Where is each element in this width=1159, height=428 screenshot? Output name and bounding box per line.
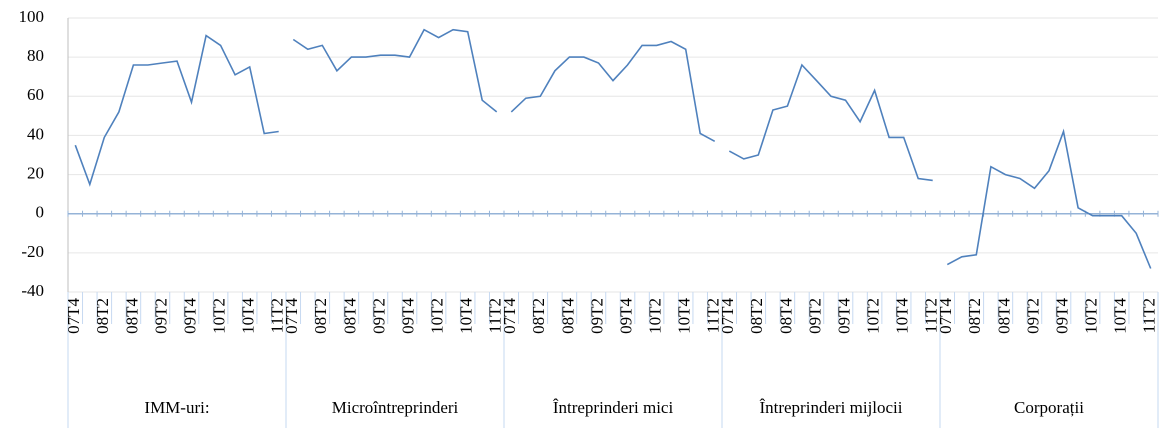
data-line <box>292 28 498 113</box>
x-tick-label: 09T2 <box>805 298 824 334</box>
group-label: Corporații <box>1014 398 1084 417</box>
y-tick-label: 20 <box>27 163 44 182</box>
data-line <box>946 128 1152 269</box>
x-tick-label: 10T4 <box>1111 298 1130 334</box>
x-tick-label: 07T4 <box>936 298 955 334</box>
x-tick-label: 09T4 <box>1052 298 1071 334</box>
y-tick-label: -40 <box>21 281 44 300</box>
x-tick-label: 10T4 <box>239 298 258 334</box>
x-tick-label: 08T2 <box>529 298 548 334</box>
x-tick-label: 08T2 <box>311 298 330 334</box>
group-label: Întreprinderi mici <box>553 398 674 417</box>
data-line <box>510 40 716 143</box>
y-tick-label: 0 <box>36 203 45 222</box>
x-tick-label: 09T2 <box>587 298 606 334</box>
y-tick-label: -20 <box>21 242 44 261</box>
x-tick-label: 10T4 <box>893 298 912 334</box>
x-tick-label: 10T4 <box>675 298 694 334</box>
x-tick-label: 08T2 <box>965 298 984 334</box>
x-tick-label: 10T2 <box>646 298 665 334</box>
x-tick-label: 09T4 <box>398 298 417 334</box>
x-tick-label: 08T4 <box>340 298 359 334</box>
x-tick-label: 09T2 <box>1023 298 1042 334</box>
x-tick-label: 07T4 <box>718 298 737 334</box>
y-tick-label: 60 <box>27 85 44 104</box>
x-tick-label: 08T4 <box>558 298 577 334</box>
group-label: IMM-uri: <box>144 398 209 417</box>
data-line <box>728 63 933 182</box>
x-tick-label: 09T4 <box>834 298 853 334</box>
x-tick-label: 07T4 <box>64 298 83 334</box>
x-tick-label: 11T2 <box>704 298 723 333</box>
x-tick-label: 07T4 <box>500 298 519 334</box>
data-line <box>74 34 279 187</box>
x-tick-label: 08T2 <box>93 298 112 334</box>
y-tick-label: 80 <box>27 46 44 65</box>
x-tick-label: 07T4 <box>282 298 301 334</box>
x-tick-label: 11T2 <box>268 298 287 333</box>
x-tick-label: 08T4 <box>776 298 795 334</box>
x-tick-label: 09T2 <box>151 298 170 334</box>
x-tick-label: 09T4 <box>616 298 635 334</box>
group-label: Microîntreprinderi <box>332 398 459 417</box>
x-tick-label: 09T2 <box>369 298 388 334</box>
x-tick-label: 10T2 <box>428 298 447 334</box>
x-tick-label: 11T2 <box>486 298 505 333</box>
x-tick-label: 11T2 <box>922 298 941 333</box>
x-tick-label: 09T4 <box>180 298 199 334</box>
x-tick-label: 10T2 <box>1082 298 1101 334</box>
x-tick-label: 08T4 <box>122 298 141 334</box>
y-tick-label: 40 <box>27 124 44 143</box>
x-tick-label: 11T2 <box>1140 298 1159 333</box>
x-tick-label: 08T4 <box>994 298 1013 334</box>
y-tick-label: 100 <box>19 7 45 26</box>
x-tick-label: 10T4 <box>457 298 476 334</box>
x-tick-label: 10T2 <box>864 298 883 334</box>
group-label: Întreprinderi mijlocii <box>759 398 902 417</box>
x-tick-label: 10T2 <box>210 298 229 334</box>
x-tick-label: 08T2 <box>747 298 766 334</box>
